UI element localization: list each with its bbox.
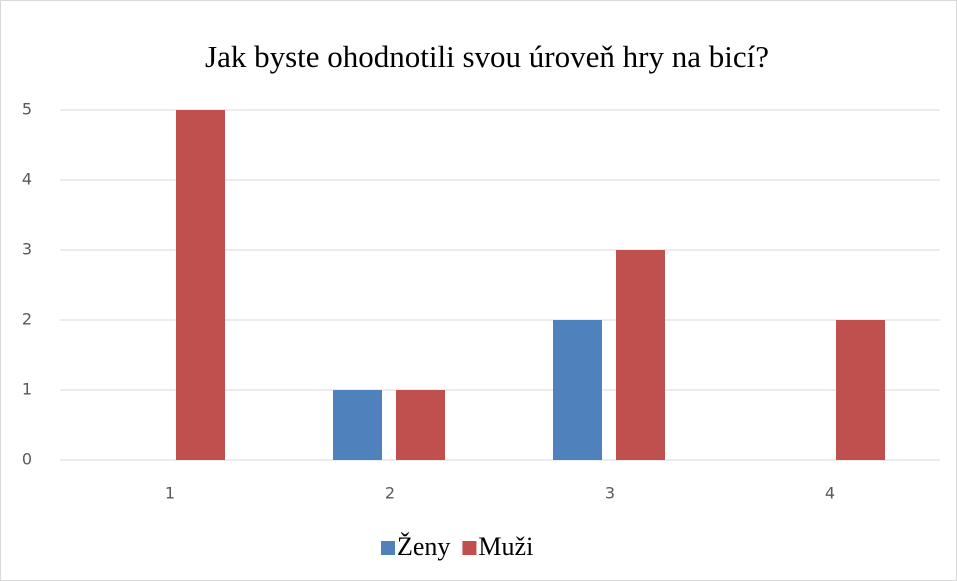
bar (836, 320, 885, 460)
bar (553, 320, 602, 460)
bar (176, 110, 225, 460)
y-tick-label: 3 (22, 240, 32, 259)
y-tick-label: 4 (22, 170, 32, 189)
legend-swatch (381, 541, 395, 555)
legend-label: Muži (478, 532, 533, 561)
y-tick-label: 2 (22, 310, 32, 329)
legend-label: Ženy (397, 532, 450, 561)
x-tick-label: 3 (605, 484, 615, 503)
chart-title: Jak byste ohodnotili svou úroveň hry na … (205, 39, 769, 74)
bar (616, 250, 665, 460)
bar (396, 390, 445, 460)
x-tick-label: 4 (825, 484, 835, 503)
y-tick-label: 1 (22, 380, 32, 399)
bar (333, 390, 382, 460)
x-tick-label: 1 (165, 484, 175, 503)
legend-swatch (462, 541, 477, 555)
y-tick-label: 0 (22, 450, 32, 469)
y-tick-label: 5 (22, 100, 32, 119)
x-tick-label: 2 (385, 484, 395, 503)
